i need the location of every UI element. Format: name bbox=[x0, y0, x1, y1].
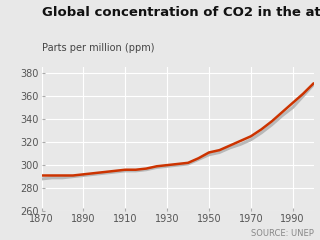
Text: SOURCE: UNEP: SOURCE: UNEP bbox=[251, 228, 314, 238]
Text: Parts per million (ppm): Parts per million (ppm) bbox=[42, 43, 154, 53]
Text: Global concentration of CO2 in the atmosphere: Global concentration of CO2 in the atmos… bbox=[42, 6, 320, 19]
